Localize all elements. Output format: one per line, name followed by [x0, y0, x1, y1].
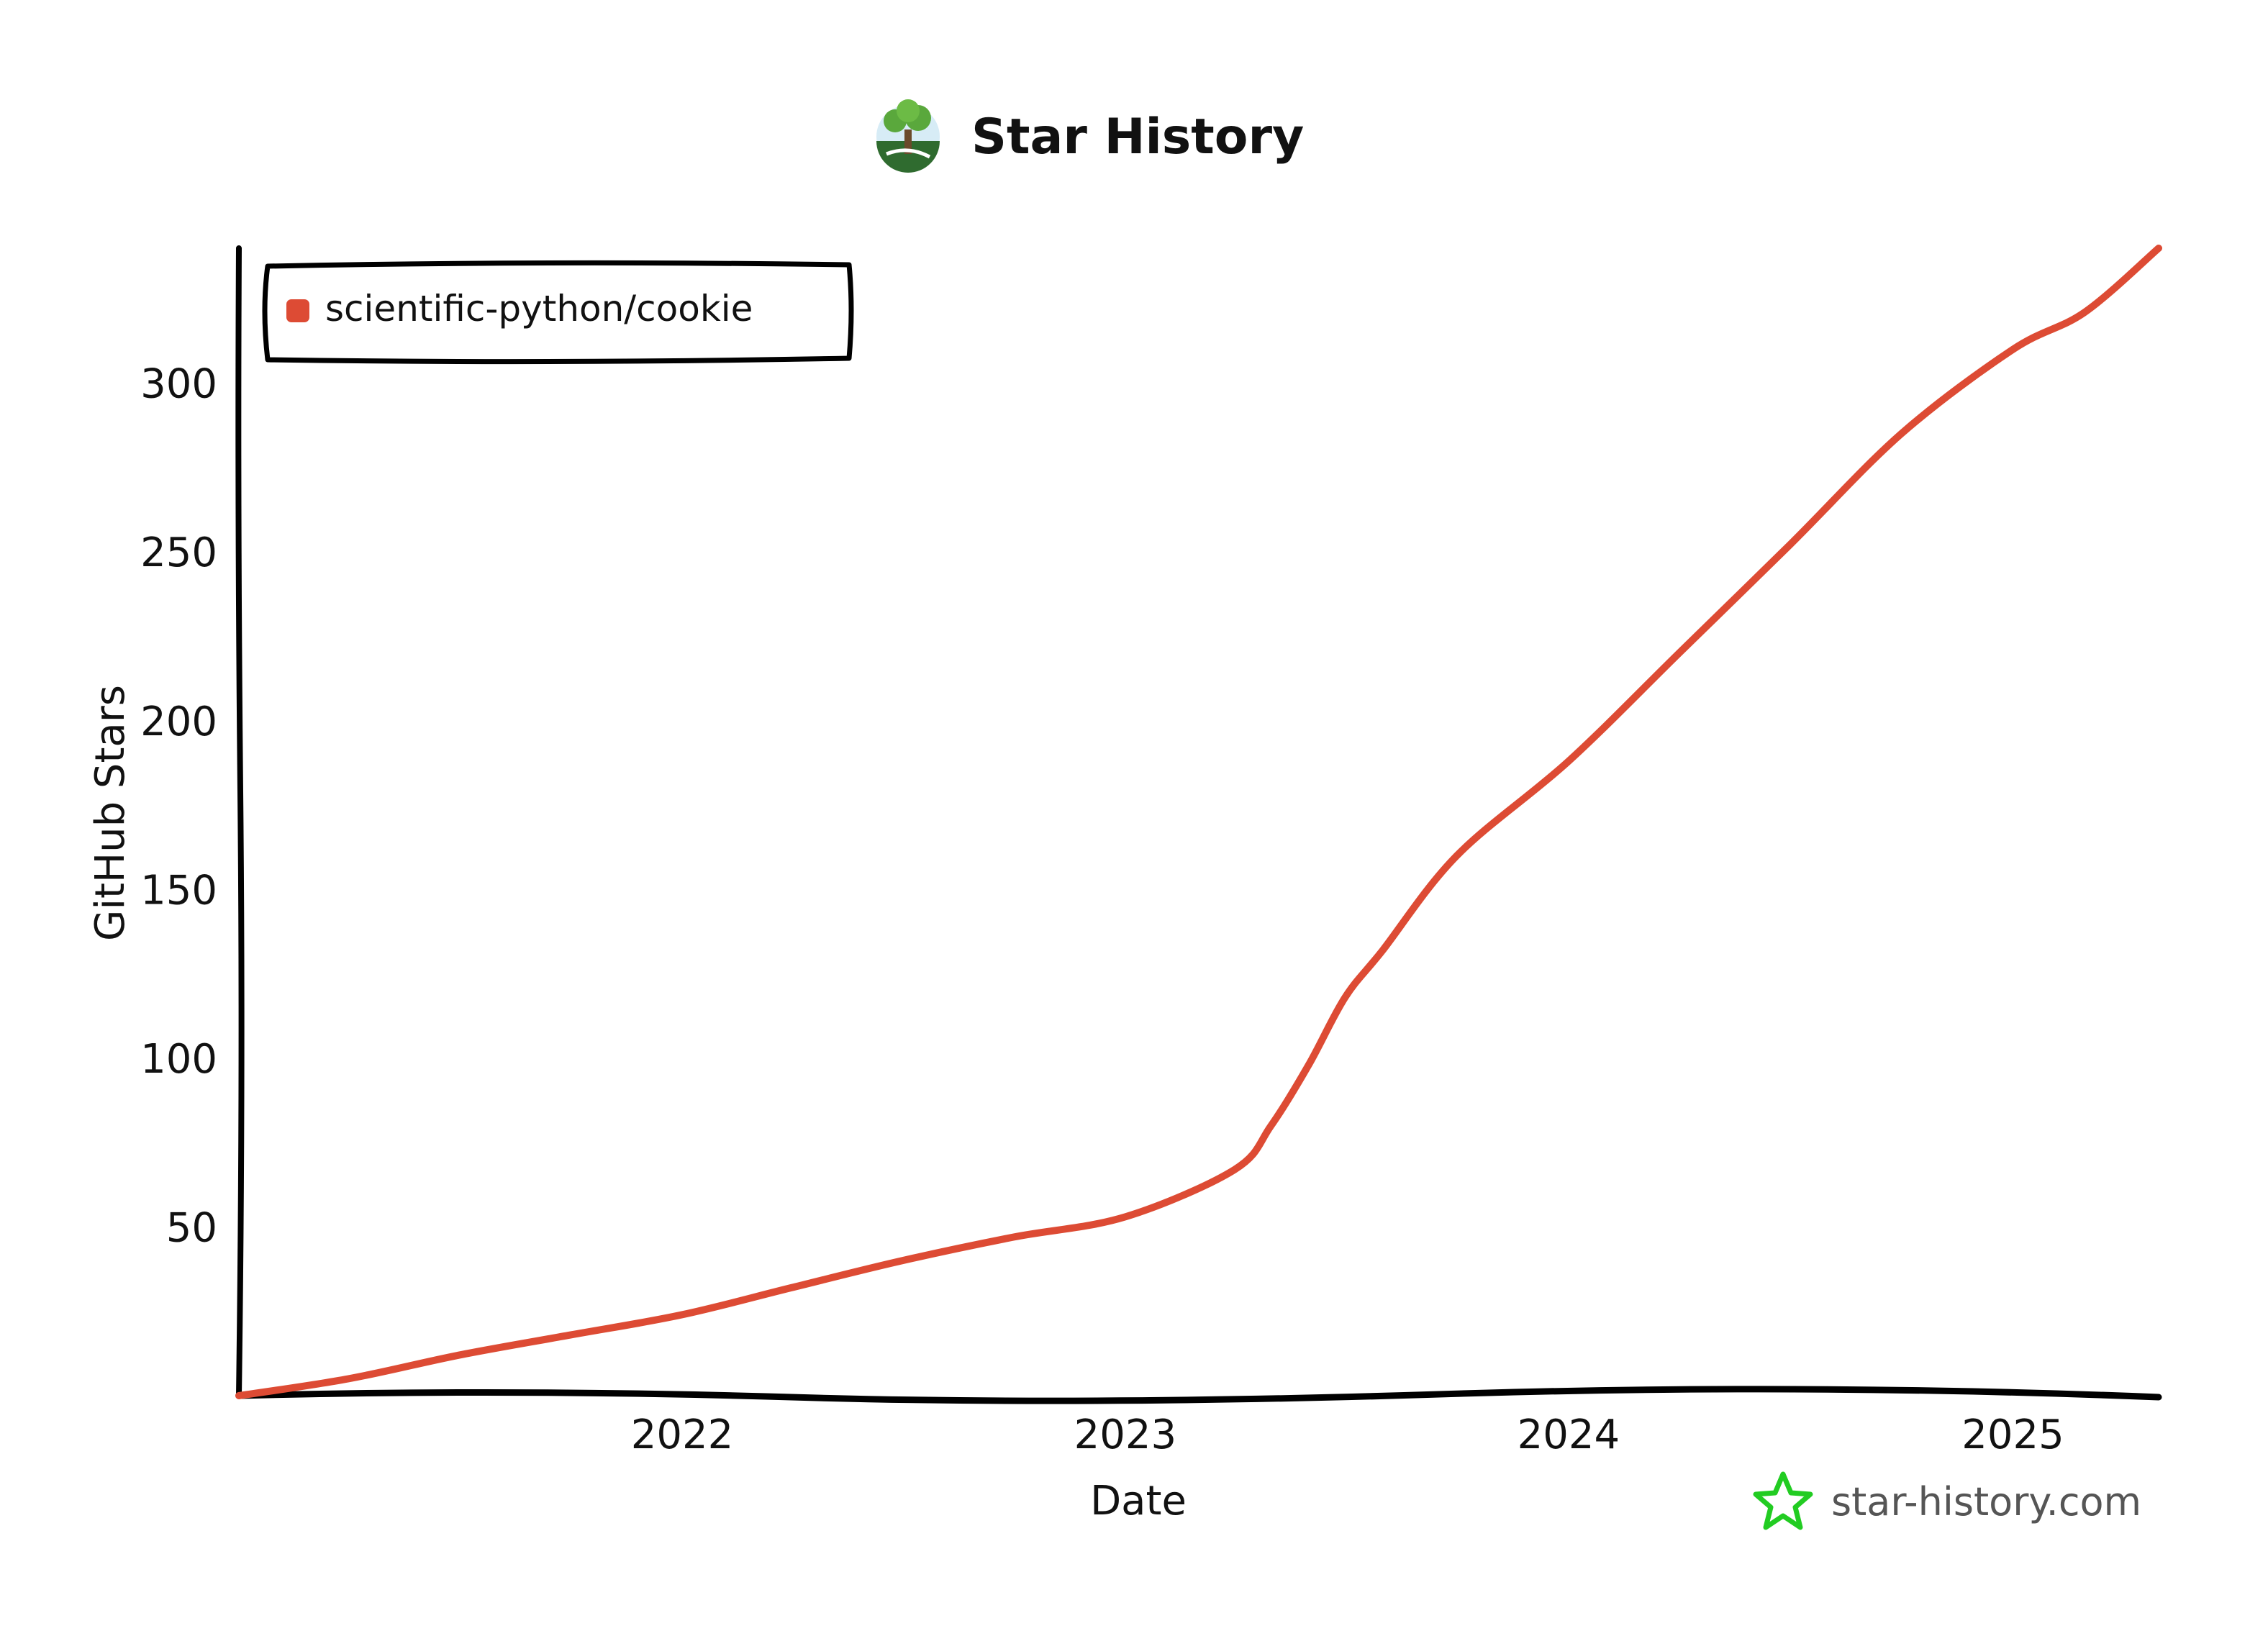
legend: scientific-python/cookie — [262, 260, 854, 365]
y-tick-label: 100 — [140, 1036, 217, 1083]
legend-box — [262, 260, 854, 365]
x-tick-label: 2022 — [631, 1412, 734, 1458]
y-axis-label: GitHub Stars — [87, 685, 134, 941]
y-tick-label: 250 — [140, 530, 217, 576]
legend-label: scientific-python/cookie — [325, 288, 753, 330]
series-line-scientific-python-cookie — [235, 245, 2162, 1399]
legend-swatch — [286, 299, 309, 322]
x-axis-line — [235, 1386, 2162, 1404]
x-axis-ticks: 2022 2023 2024 2025 — [631, 1412, 2064, 1458]
x-tick-label: 2024 — [1518, 1412, 1620, 1458]
y-tick-label: 200 — [140, 699, 217, 745]
tree-logo-icon — [876, 99, 940, 173]
x-tick-label: 2023 — [1074, 1412, 1177, 1458]
watermark: star-history.com — [1753, 1471, 2141, 1530]
watermark-text: star-history.com — [1831, 1479, 2141, 1524]
chart-title: Star History — [971, 109, 1304, 165]
x-tick-label: 2025 — [1961, 1412, 2064, 1458]
chart-title-group: Star History — [876, 99, 1304, 173]
y-axis-ticks: 50 100 150 200 250 300 — [140, 361, 217, 1252]
y-axis-line — [235, 245, 245, 1399]
series-group — [235, 245, 2162, 1399]
y-tick-label: 300 — [140, 361, 217, 408]
y-tick-label: 50 — [166, 1204, 217, 1251]
y-tick-label: 150 — [140, 867, 217, 914]
star-outline-icon — [1753, 1471, 1813, 1530]
x-axis-label: Date — [1090, 1478, 1187, 1524]
